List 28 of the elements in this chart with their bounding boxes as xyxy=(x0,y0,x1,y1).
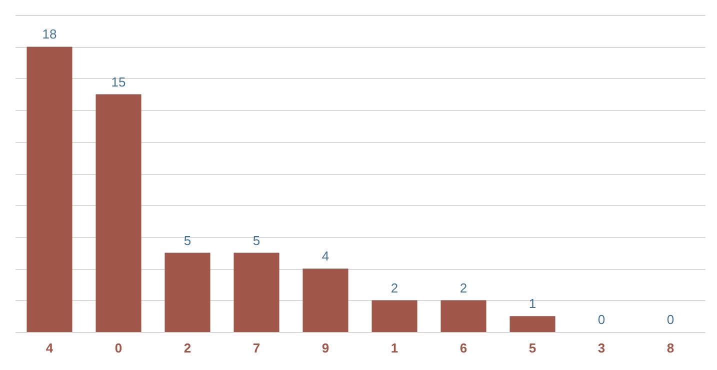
bar xyxy=(440,300,486,332)
x-tick-label: 3 xyxy=(598,340,606,356)
bar xyxy=(96,94,142,332)
bar xyxy=(26,46,72,332)
data-label: 4 xyxy=(322,248,330,264)
x-tick-label: 1 xyxy=(390,340,398,356)
data-label: 1 xyxy=(528,296,536,312)
bar xyxy=(164,252,210,332)
data-label: 0 xyxy=(598,312,606,327)
data-label: 15 xyxy=(111,74,126,90)
x-tick-label: 7 xyxy=(252,340,260,356)
x-tick-label: 8 xyxy=(666,340,674,356)
bar xyxy=(302,268,348,332)
x-tick-label: 4 xyxy=(46,340,54,356)
bar xyxy=(510,316,556,332)
data-label: 0 xyxy=(666,312,674,327)
x-tick-label: 5 xyxy=(528,340,536,356)
data-label: 5 xyxy=(252,232,260,248)
bar xyxy=(234,252,280,332)
data-label: 2 xyxy=(390,280,398,296)
x-tick-label: 0 xyxy=(114,340,122,356)
data-label: 18 xyxy=(42,26,57,42)
x-tick-label: 2 xyxy=(184,340,192,356)
data-label: 2 xyxy=(460,280,468,296)
data-label: 5 xyxy=(184,232,192,248)
bar xyxy=(372,300,418,332)
x-tick-label: 6 xyxy=(460,340,468,356)
x-tick-label: 9 xyxy=(322,340,330,356)
